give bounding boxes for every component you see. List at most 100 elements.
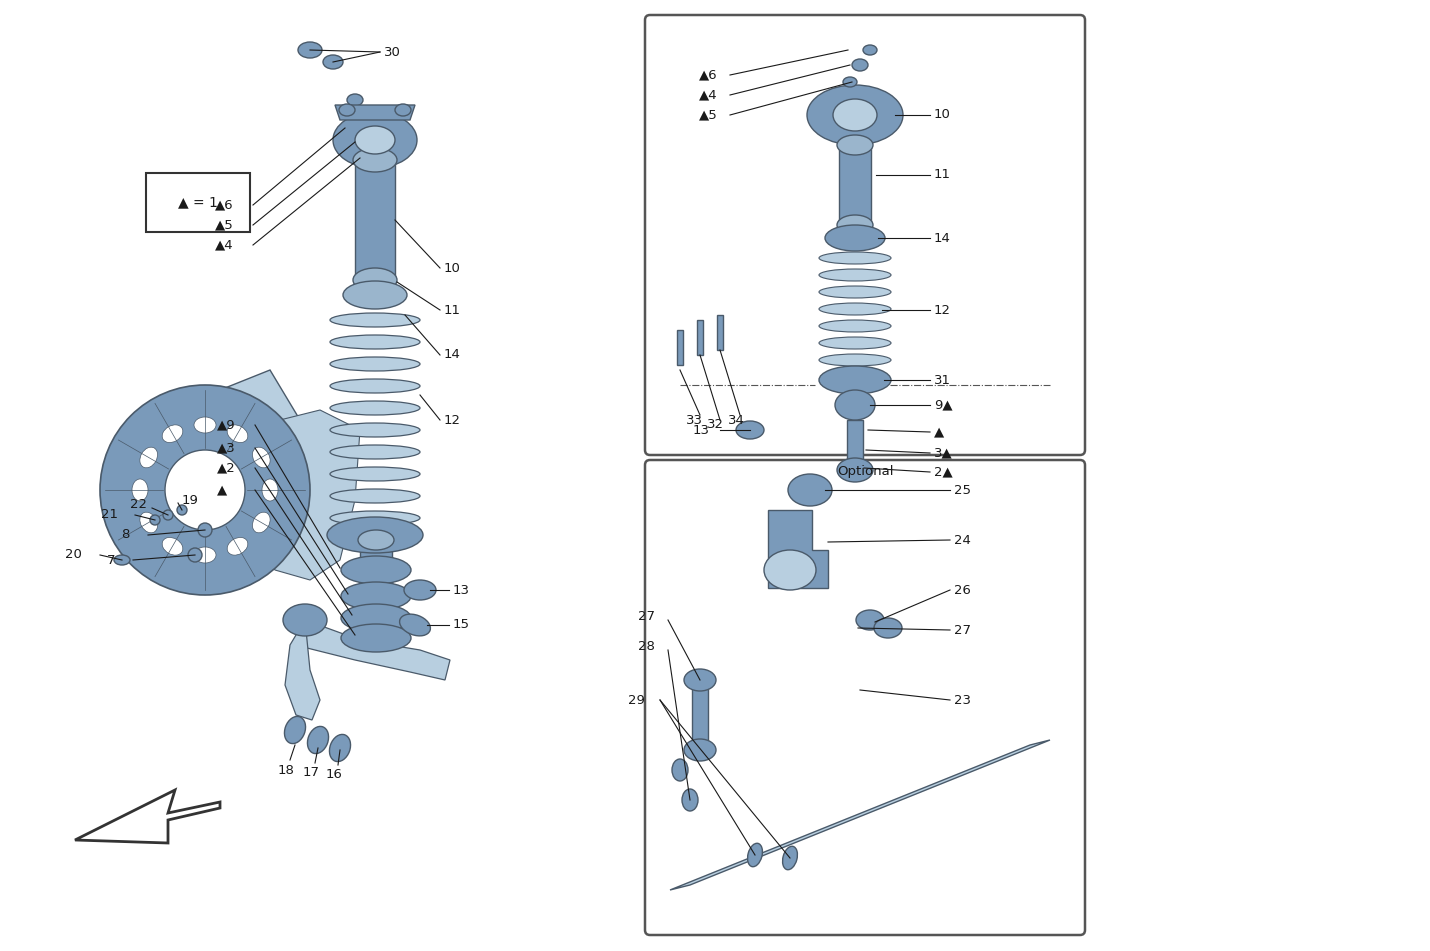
Ellipse shape bbox=[253, 513, 270, 533]
Ellipse shape bbox=[837, 215, 872, 235]
Text: 17: 17 bbox=[303, 767, 319, 780]
Polygon shape bbox=[285, 620, 320, 720]
Bar bbox=[716, 315, 724, 350]
Ellipse shape bbox=[162, 537, 183, 555]
Text: 10: 10 bbox=[934, 108, 951, 122]
Ellipse shape bbox=[194, 547, 216, 563]
Ellipse shape bbox=[825, 225, 885, 251]
Text: 23: 23 bbox=[954, 693, 971, 707]
Ellipse shape bbox=[323, 55, 343, 69]
Ellipse shape bbox=[819, 354, 891, 366]
Ellipse shape bbox=[140, 447, 157, 468]
Ellipse shape bbox=[684, 669, 716, 691]
Ellipse shape bbox=[343, 281, 408, 309]
Text: 14: 14 bbox=[934, 231, 951, 244]
Ellipse shape bbox=[852, 59, 868, 71]
Ellipse shape bbox=[177, 505, 187, 515]
Ellipse shape bbox=[162, 425, 183, 442]
Text: 16: 16 bbox=[326, 768, 342, 782]
Text: 15: 15 bbox=[453, 618, 470, 631]
Text: 27: 27 bbox=[638, 610, 655, 623]
Ellipse shape bbox=[197, 523, 212, 537]
Polygon shape bbox=[335, 105, 415, 120]
Text: 18: 18 bbox=[277, 764, 295, 777]
Ellipse shape bbox=[140, 513, 157, 533]
Text: 21: 21 bbox=[102, 509, 119, 521]
Text: 25: 25 bbox=[954, 483, 971, 496]
Ellipse shape bbox=[807, 85, 902, 145]
Text: ▲6: ▲6 bbox=[699, 68, 718, 82]
Ellipse shape bbox=[307, 727, 329, 753]
Polygon shape bbox=[200, 370, 300, 560]
Text: 14: 14 bbox=[443, 348, 460, 361]
Ellipse shape bbox=[330, 445, 420, 459]
Ellipse shape bbox=[114, 555, 130, 565]
Text: ▲4: ▲4 bbox=[214, 239, 233, 251]
Ellipse shape bbox=[150, 515, 160, 525]
Ellipse shape bbox=[330, 467, 420, 481]
Ellipse shape bbox=[395, 104, 410, 116]
Ellipse shape bbox=[837, 458, 872, 482]
Bar bbox=[692, 680, 708, 750]
Ellipse shape bbox=[748, 844, 762, 866]
Ellipse shape bbox=[340, 582, 410, 610]
Ellipse shape bbox=[330, 401, 420, 415]
Ellipse shape bbox=[227, 425, 247, 442]
Ellipse shape bbox=[819, 320, 891, 332]
Text: ▲: ▲ bbox=[934, 425, 944, 438]
Text: 26: 26 bbox=[954, 584, 971, 596]
Polygon shape bbox=[235, 410, 360, 580]
Text: 32: 32 bbox=[706, 418, 724, 432]
Ellipse shape bbox=[837, 135, 872, 155]
Text: 9▲: 9▲ bbox=[934, 398, 952, 412]
Ellipse shape bbox=[355, 126, 395, 154]
Ellipse shape bbox=[330, 335, 420, 349]
Text: Optional: Optional bbox=[837, 465, 894, 478]
Ellipse shape bbox=[353, 148, 398, 172]
Text: 11: 11 bbox=[443, 303, 460, 317]
Bar bbox=[355, 160, 395, 280]
Ellipse shape bbox=[253, 447, 270, 468]
Text: 30: 30 bbox=[385, 46, 400, 59]
Ellipse shape bbox=[333, 112, 418, 168]
Ellipse shape bbox=[819, 286, 891, 298]
Ellipse shape bbox=[764, 550, 817, 590]
Ellipse shape bbox=[405, 580, 436, 600]
Text: 33: 33 bbox=[685, 414, 702, 426]
Text: ▲5: ▲5 bbox=[214, 219, 233, 231]
Text: ▲2: ▲2 bbox=[217, 461, 236, 475]
Ellipse shape bbox=[330, 511, 420, 525]
Circle shape bbox=[164, 450, 245, 530]
Text: 13: 13 bbox=[453, 584, 470, 596]
Ellipse shape bbox=[819, 366, 891, 394]
Ellipse shape bbox=[844, 77, 857, 87]
Ellipse shape bbox=[857, 610, 884, 630]
Bar bbox=[676, 330, 684, 365]
Bar bbox=[360, 540, 392, 640]
Text: 27: 27 bbox=[954, 624, 971, 636]
Ellipse shape bbox=[782, 846, 798, 870]
Text: ▲4: ▲4 bbox=[699, 88, 718, 102]
FancyBboxPatch shape bbox=[645, 15, 1085, 455]
Ellipse shape bbox=[330, 423, 420, 437]
Text: 12: 12 bbox=[934, 303, 951, 317]
Text: 22: 22 bbox=[130, 498, 147, 512]
Ellipse shape bbox=[329, 734, 350, 762]
Ellipse shape bbox=[262, 479, 277, 501]
Ellipse shape bbox=[340, 604, 410, 632]
Circle shape bbox=[100, 385, 310, 595]
FancyBboxPatch shape bbox=[645, 460, 1085, 935]
Ellipse shape bbox=[340, 556, 410, 584]
Polygon shape bbox=[671, 740, 1050, 890]
Ellipse shape bbox=[874, 618, 902, 638]
Bar bbox=[696, 320, 704, 355]
Bar bbox=[847, 420, 862, 470]
Text: ▲3: ▲3 bbox=[217, 441, 236, 455]
Ellipse shape bbox=[339, 104, 355, 116]
Ellipse shape bbox=[187, 548, 202, 562]
Ellipse shape bbox=[862, 45, 877, 55]
Ellipse shape bbox=[330, 489, 420, 503]
Ellipse shape bbox=[132, 479, 147, 501]
Polygon shape bbox=[768, 510, 828, 588]
Ellipse shape bbox=[834, 99, 877, 131]
